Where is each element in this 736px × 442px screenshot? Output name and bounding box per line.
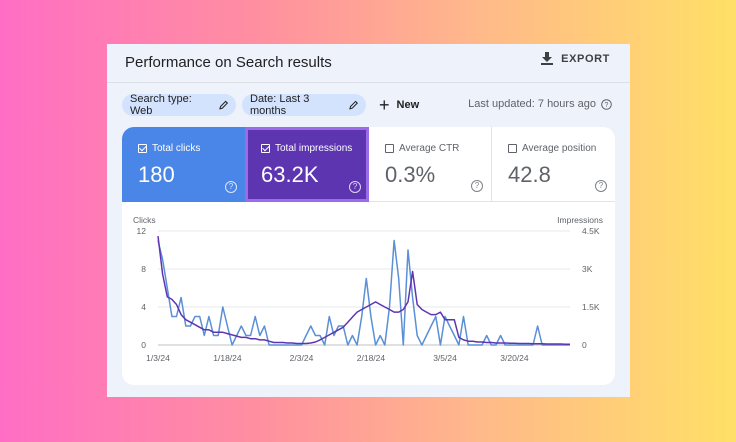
metric-label: Total impressions [275, 143, 353, 154]
metric-value: 42.8 [508, 162, 551, 187]
date-filter-label: Date: Last 3 months [250, 93, 310, 117]
series-line-clicks [157, 239, 570, 346]
edit-icon [348, 100, 358, 110]
last-updated-text: Last updated: 7 hours ago [468, 98, 596, 110]
y-left-tick-label: 4 [141, 302, 146, 312]
download-icon [541, 52, 554, 65]
metric-total-clicks[interactable]: Total clicks 180 ? [122, 127, 245, 202]
metric-value: 180 [138, 162, 175, 187]
series-line-impressions [157, 236, 570, 345]
checkbox-checked-icon[interactable] [138, 144, 147, 153]
search-type-filter-chip[interactable]: Search type: Web [122, 93, 236, 117]
x-tick-label: 3/20/24 [500, 353, 529, 363]
x-tick-label: 2/18/24 [357, 353, 386, 363]
plus-icon: + [379, 95, 390, 115]
y-left-axis-label: Clicks [133, 215, 156, 225]
metric-label: Average CTR [399, 143, 460, 154]
y-right-axis-label: Impressions [557, 215, 603, 225]
performance-panel: Performance on Search results EXPORT Sea… [107, 44, 630, 397]
y-left-tick-label: 12 [137, 226, 147, 236]
help-icon[interactable]: ? [225, 181, 237, 193]
y-right-tick-label: 4.5K [582, 226, 600, 236]
help-icon[interactable]: ? [595, 180, 607, 192]
metric-average-ctr[interactable]: Average CTR 0.3% ? [369, 127, 492, 202]
help-icon[interactable]: ? [601, 98, 612, 110]
checkbox-checked-icon[interactable] [261, 144, 270, 153]
x-tick-label: 1/18/24 [213, 353, 242, 363]
y-right-tick-label: 1.5K [582, 302, 600, 312]
x-tick-label: 3/5/24 [433, 353, 457, 363]
metric-average-position[interactable]: Average position 42.8 ? [492, 127, 615, 202]
edit-icon [218, 100, 228, 110]
checkbox-unchecked-icon[interactable] [508, 144, 517, 153]
metric-value: 63.2K [261, 162, 319, 187]
y-left-tick-label: 8 [141, 264, 146, 274]
x-tick-label: 2/3/24 [290, 353, 314, 363]
metric-label: Total clicks [152, 143, 201, 154]
metric-label: Average position [522, 143, 597, 154]
y-left-tick-label: 0 [141, 340, 146, 350]
date-filter-chip[interactable]: Date: Last 3 months [242, 93, 366, 117]
help-icon[interactable]: ? [349, 181, 361, 193]
checkbox-unchecked-icon[interactable] [385, 144, 394, 153]
new-filter-label: New [396, 99, 420, 111]
help-icon[interactable]: ? [471, 180, 483, 192]
new-filter-button[interactable]: + New [379, 94, 419, 116]
metric-value: 0.3% [385, 162, 436, 187]
page-title: Performance on Search results [125, 54, 332, 71]
y-right-tick-label: 0 [582, 340, 587, 350]
metric-total-impressions[interactable]: Total impressions 63.2K ? [245, 127, 369, 202]
header-divider [107, 82, 630, 83]
export-button[interactable]: EXPORT [541, 52, 610, 65]
performance-card: Total clicks 180 ? Total impressions 63.… [122, 127, 615, 385]
x-tick-label: 1/3/24 [146, 353, 170, 363]
y-right-tick-label: 3K [582, 264, 593, 274]
export-label: EXPORT [561, 52, 610, 65]
last-updated: Last updated: 7 hours ago ? [468, 98, 612, 110]
search-type-label: Search type: Web [130, 93, 192, 117]
svg-text:?: ? [605, 102, 609, 109]
